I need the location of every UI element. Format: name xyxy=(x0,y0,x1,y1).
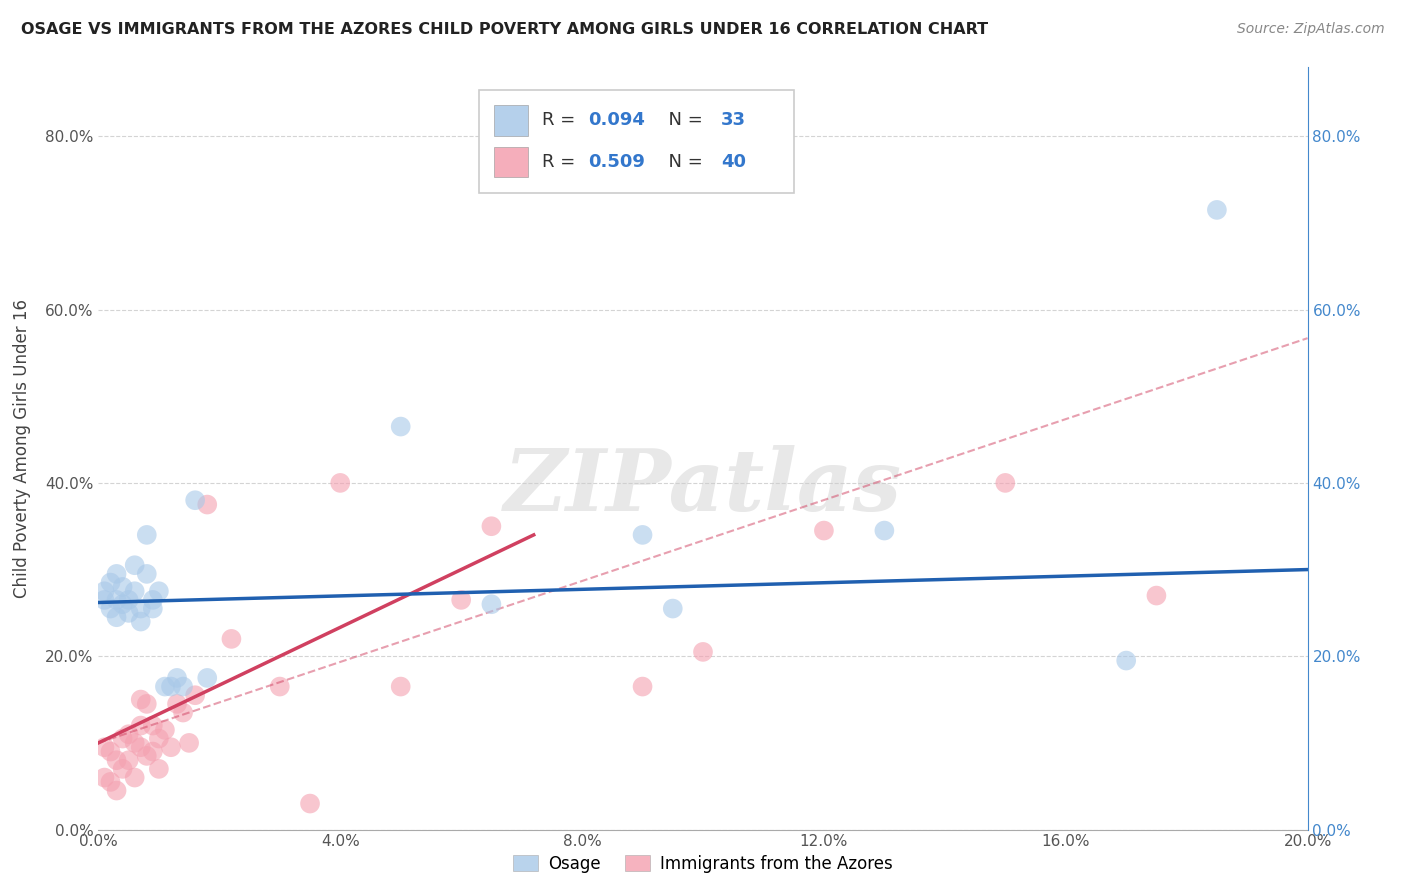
Point xyxy=(148,731,170,746)
Point xyxy=(105,610,128,624)
Point xyxy=(184,493,207,508)
Point xyxy=(142,601,165,615)
Point xyxy=(105,753,128,767)
Point xyxy=(135,528,157,542)
Point xyxy=(118,753,141,767)
Text: 40: 40 xyxy=(721,153,747,171)
Text: N =: N = xyxy=(657,112,709,129)
Point xyxy=(160,740,183,755)
Point xyxy=(100,745,122,759)
Point xyxy=(172,706,194,720)
Point xyxy=(118,606,141,620)
Text: Source: ZipAtlas.com: Source: ZipAtlas.com xyxy=(1237,22,1385,37)
Point xyxy=(299,797,322,811)
Point xyxy=(184,688,207,702)
Text: R =: R = xyxy=(543,112,581,129)
Point xyxy=(100,775,122,789)
Point xyxy=(124,558,146,573)
Point xyxy=(93,771,115,785)
Text: OSAGE VS IMMIGRANTS FROM THE AZORES CHILD POVERTY AMONG GIRLS UNDER 16 CORRELATI: OSAGE VS IMMIGRANTS FROM THE AZORES CHIL… xyxy=(21,22,988,37)
Text: 33: 33 xyxy=(721,112,747,129)
Point xyxy=(118,593,141,607)
Point xyxy=(994,475,1017,490)
Point xyxy=(129,692,152,706)
Point xyxy=(221,632,243,646)
Point xyxy=(111,731,134,746)
Point xyxy=(329,475,352,490)
Point xyxy=(129,740,152,755)
Point xyxy=(148,762,170,776)
Point xyxy=(111,580,134,594)
Point xyxy=(166,697,188,711)
Point xyxy=(481,597,503,611)
Point xyxy=(873,524,896,538)
Point xyxy=(142,718,165,732)
Point xyxy=(172,680,194,694)
FancyBboxPatch shape xyxy=(479,90,793,193)
Point xyxy=(813,524,835,538)
Point xyxy=(135,697,157,711)
Point xyxy=(129,601,152,615)
Point xyxy=(1206,202,1229,217)
Point xyxy=(160,680,183,694)
Point xyxy=(118,727,141,741)
Point xyxy=(129,718,152,732)
Text: 0.509: 0.509 xyxy=(588,153,645,171)
Point xyxy=(1144,589,1167,603)
Point xyxy=(661,601,683,615)
Point xyxy=(389,680,412,694)
Point xyxy=(1115,654,1137,668)
Point xyxy=(142,745,165,759)
Point xyxy=(93,584,115,599)
Point xyxy=(269,680,291,694)
Text: N =: N = xyxy=(657,153,709,171)
Y-axis label: Child Poverty Among Girls Under 16: Child Poverty Among Girls Under 16 xyxy=(13,299,31,598)
Point xyxy=(631,680,654,694)
Point xyxy=(100,575,122,590)
Point xyxy=(124,771,146,785)
Point xyxy=(142,593,165,607)
Point xyxy=(124,736,146,750)
Point xyxy=(481,519,503,533)
Point xyxy=(631,528,654,542)
Point xyxy=(153,680,176,694)
FancyBboxPatch shape xyxy=(494,105,527,136)
Point xyxy=(389,419,412,434)
Point xyxy=(692,645,714,659)
Point xyxy=(135,748,157,763)
Point xyxy=(450,593,472,607)
Point xyxy=(195,671,218,685)
Text: 0.094: 0.094 xyxy=(588,112,645,129)
Point xyxy=(124,584,146,599)
Point xyxy=(111,597,134,611)
FancyBboxPatch shape xyxy=(494,147,527,178)
Point xyxy=(93,593,115,607)
Point xyxy=(105,593,128,607)
Point xyxy=(135,566,157,581)
Legend: Osage, Immigrants from the Azores: Osage, Immigrants from the Azores xyxy=(506,848,900,880)
Text: R =: R = xyxy=(543,153,581,171)
Text: ZIPatlas: ZIPatlas xyxy=(503,444,903,528)
Point xyxy=(93,740,115,755)
Point xyxy=(111,762,134,776)
Point xyxy=(105,783,128,797)
Point xyxy=(153,723,176,737)
Point xyxy=(195,498,218,512)
Point xyxy=(105,566,128,581)
Point xyxy=(129,615,152,629)
Point xyxy=(148,584,170,599)
Point xyxy=(166,671,188,685)
Point xyxy=(100,601,122,615)
Point xyxy=(179,736,201,750)
